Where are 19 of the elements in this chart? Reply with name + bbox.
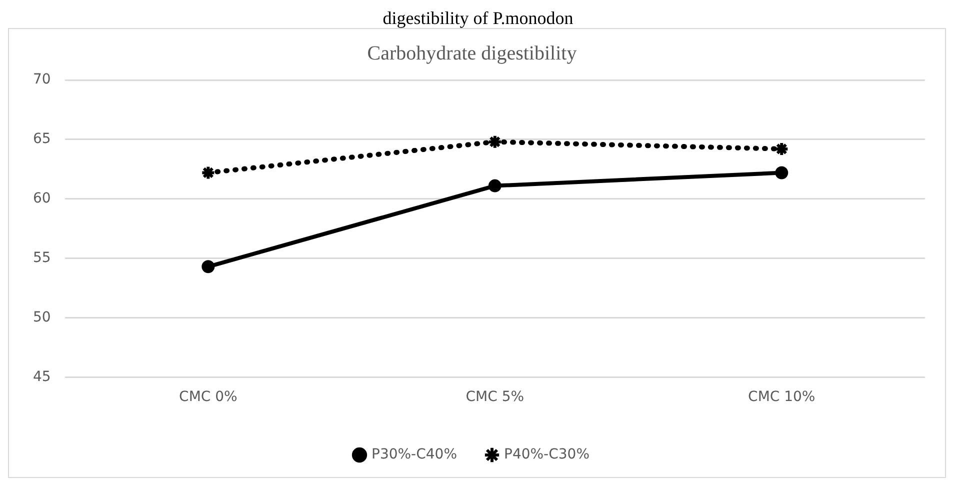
x-tick-label: CMC 10% (748, 389, 816, 406)
point (202, 260, 215, 274)
legend-label: P30%-C40% (371, 446, 458, 463)
y-tick-label: 60 (32, 190, 51, 207)
x-tick-label: CMC 5% (466, 389, 524, 406)
point (488, 179, 502, 192)
x-tick-label: CMC 0% (179, 389, 238, 406)
y-tick-label: 65 (32, 131, 51, 148)
point (774, 141, 790, 156)
y-tick-label: 50 (32, 309, 51, 326)
point (200, 165, 216, 180)
legend-label: P40%-C30% (504, 446, 590, 463)
point (775, 166, 788, 180)
y-tick-label: 55 (32, 250, 51, 266)
chart-title: Carbohydrate digestibility (367, 42, 577, 64)
text: digestibility of P.monodon (382, 8, 574, 28)
y-tick-label: 70 (32, 72, 51, 88)
y-tick-label: 45 (32, 368, 51, 385)
point (487, 134, 502, 150)
